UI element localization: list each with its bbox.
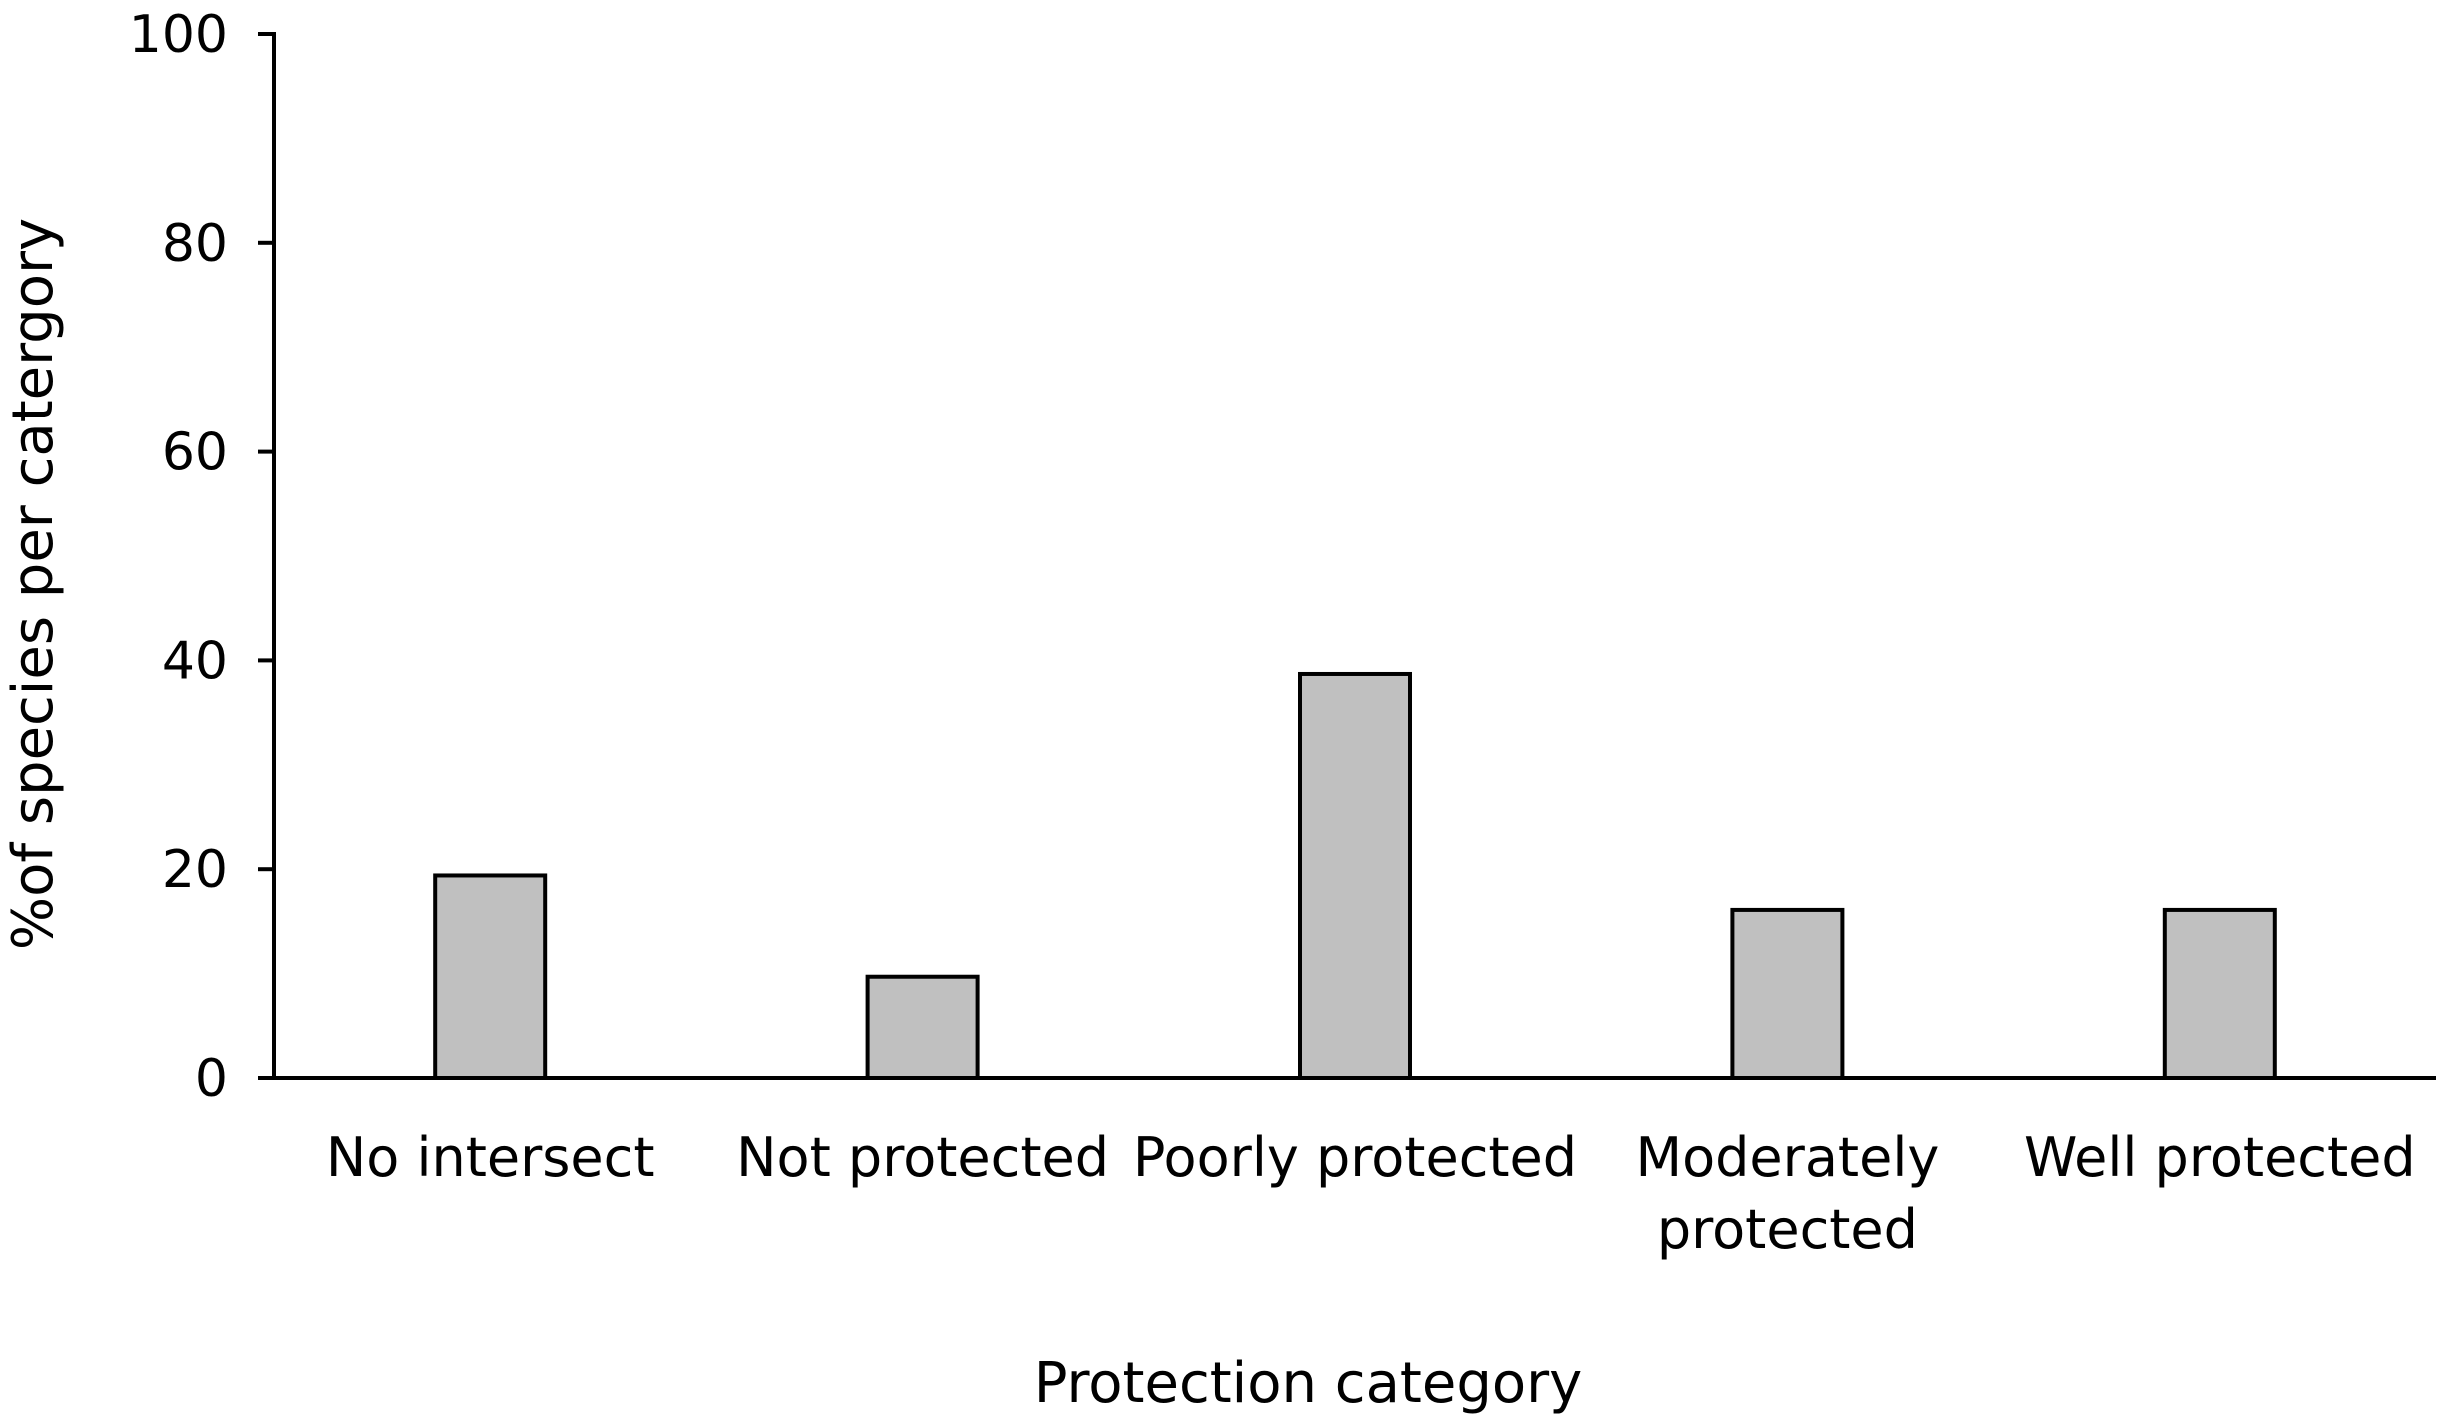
labels: No intersect Not protected Poorly protecte… xyxy=(326,1126,2416,1261)
y-tick-label: 0 xyxy=(195,1049,228,1109)
x-tick-label: No intersect xyxy=(326,1126,655,1189)
x-tick-label: Moderately protected xyxy=(1636,1126,1940,1261)
axes: 0 20 40 60 80 100 xyxy=(129,5,2436,1109)
y-tick-label: 20 xyxy=(162,840,228,900)
x-tick-label: Not protected xyxy=(736,1126,1109,1189)
y-tick-label: 80 xyxy=(162,214,228,274)
x-tick-label: Poorly protected xyxy=(1133,1126,1577,1189)
bar xyxy=(865,974,980,1080)
bar xyxy=(1730,907,1845,1081)
y-tick-label: 40 xyxy=(162,631,228,691)
y-axis-title: %of species per catergory xyxy=(1,218,66,950)
bar xyxy=(433,873,548,1080)
bar xyxy=(2162,907,2277,1081)
y-tick-label: 100 xyxy=(129,5,228,65)
bar xyxy=(1298,671,1412,1080)
bars xyxy=(433,671,2277,1081)
x-tick-label: Well protected xyxy=(2024,1126,2416,1189)
x-axis-title: Protection category xyxy=(1034,1351,1583,1416)
y-tick-label: 60 xyxy=(162,423,228,483)
